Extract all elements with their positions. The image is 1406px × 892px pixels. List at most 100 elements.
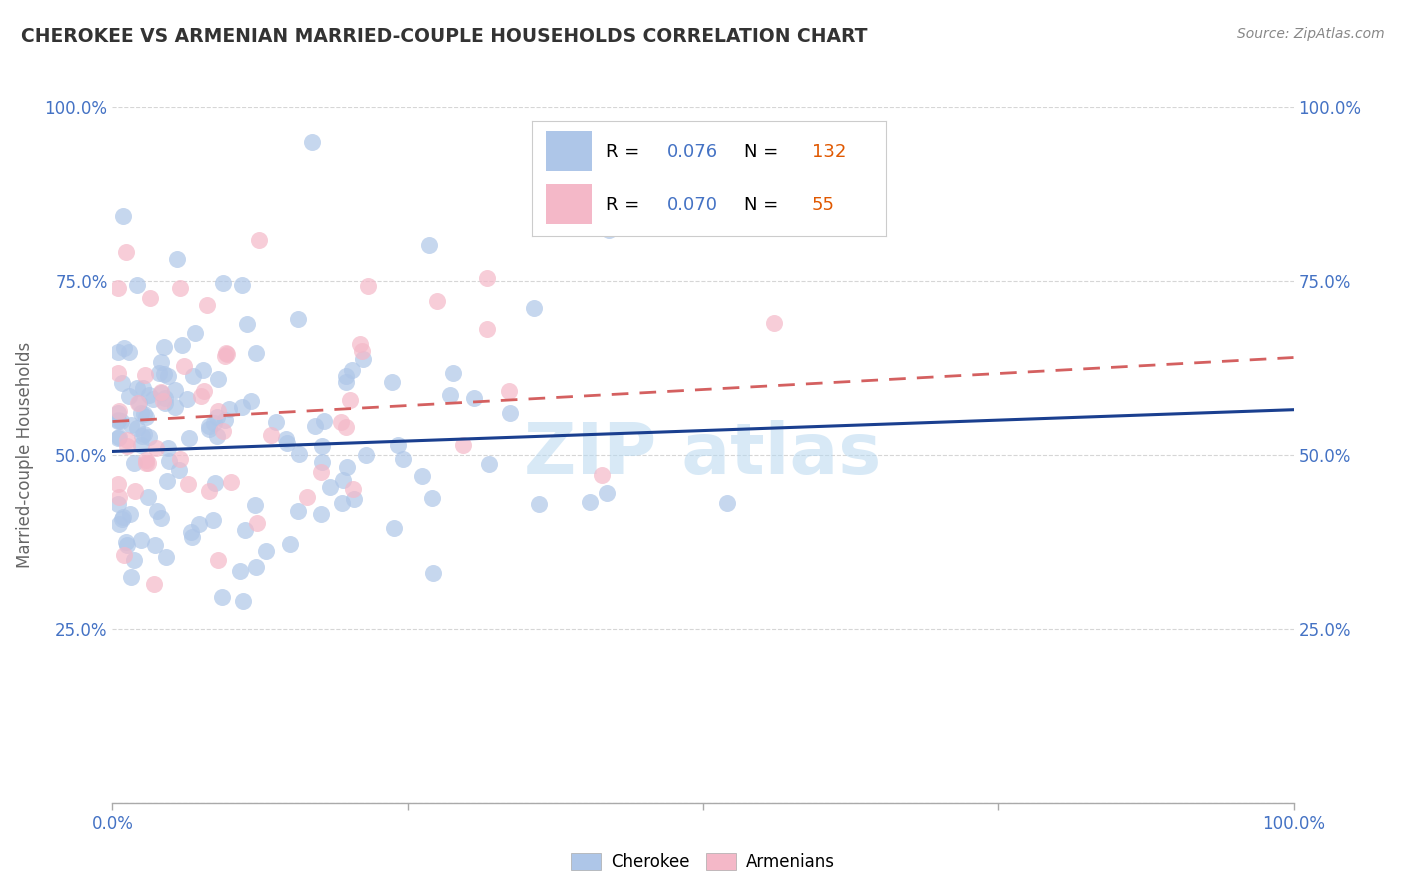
Point [207, 552, 229, 566]
Point [301, 135, 323, 149]
Point [132, 407, 155, 421]
Point [343, 492, 366, 507]
Point [173, 359, 195, 373]
Point [127, 395, 149, 409]
Point [193, 384, 215, 398]
Point [287, 312, 309, 326]
Point [312, 413, 335, 427]
Point [499, 406, 522, 420]
Point [527, 497, 550, 511]
Point [311, 439, 333, 453]
Point [107, 497, 129, 511]
Point [311, 455, 333, 469]
Point [235, 317, 257, 331]
Point [176, 392, 198, 406]
Point [276, 433, 298, 447]
Point [153, 367, 176, 381]
Point [330, 416, 353, 430]
Point [107, 406, 129, 420]
Point [354, 449, 377, 463]
Point [381, 376, 404, 390]
Point [245, 560, 267, 574]
Point [387, 438, 409, 452]
Point [107, 281, 129, 295]
Point [128, 396, 150, 410]
Point [336, 459, 359, 474]
Point [335, 376, 357, 390]
Point [264, 415, 287, 429]
Point [214, 413, 236, 427]
Point [115, 538, 138, 552]
Point [212, 425, 235, 439]
Point [146, 504, 169, 518]
Point [108, 430, 131, 444]
Point [191, 363, 214, 377]
Point [619, 176, 641, 190]
Point [115, 244, 138, 259]
Point [142, 577, 165, 591]
Point [382, 521, 405, 535]
Point [243, 499, 266, 513]
Point [145, 441, 167, 455]
Point [311, 507, 333, 521]
Point [335, 419, 357, 434]
Point [231, 278, 253, 293]
Point [183, 326, 205, 340]
Point [177, 431, 200, 445]
Point [596, 486, 619, 500]
Point [477, 322, 499, 336]
Point [392, 451, 415, 466]
Point [122, 552, 145, 566]
Point [157, 441, 180, 455]
Point [107, 477, 129, 491]
Point [135, 410, 157, 425]
Point [150, 386, 173, 401]
Point [153, 340, 176, 354]
Point [716, 495, 738, 509]
Point [342, 482, 364, 496]
Point [114, 535, 136, 549]
Point [150, 385, 173, 400]
Point [157, 369, 180, 384]
Point [150, 511, 173, 525]
Point [136, 490, 159, 504]
Point [340, 363, 363, 377]
Point [163, 401, 186, 415]
Point [211, 590, 233, 604]
Point [156, 475, 179, 489]
Point [591, 468, 613, 483]
Point [155, 395, 177, 409]
Point [172, 338, 194, 352]
Point [190, 389, 212, 403]
Point [181, 368, 204, 383]
Point [418, 238, 440, 252]
Point [278, 537, 301, 551]
Point [204, 476, 226, 491]
Point [215, 346, 238, 360]
Point [330, 495, 353, 509]
Point [350, 343, 373, 358]
Point [112, 509, 135, 524]
Point [763, 316, 786, 330]
Point [219, 475, 242, 489]
Point [207, 371, 229, 385]
Point [523, 301, 546, 315]
Point [195, 298, 218, 312]
Point [352, 351, 374, 366]
Point [118, 344, 141, 359]
Point [115, 439, 138, 453]
Point [120, 417, 142, 432]
Point [288, 447, 311, 461]
Point [319, 480, 342, 494]
Point [420, 491, 443, 505]
Point [132, 427, 155, 442]
Point [134, 368, 156, 382]
Point [169, 280, 191, 294]
Point [155, 550, 177, 565]
Point [309, 465, 332, 479]
Point [246, 516, 269, 530]
Point [239, 393, 262, 408]
Point [112, 341, 135, 355]
Legend: Cherokee, Armenians: Cherokee, Armenians [564, 847, 842, 878]
Point [111, 376, 134, 390]
